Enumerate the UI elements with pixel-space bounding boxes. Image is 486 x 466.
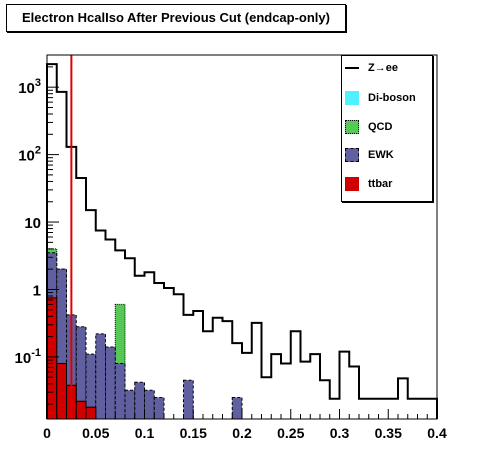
legend-label-ewk: EWK [368, 149, 394, 161]
legend-entry-ttbar: ttbar [342, 175, 432, 195]
x-tick-label: 0 [43, 425, 51, 441]
ewk-swatch [345, 148, 359, 162]
x-tick-label: 0.15 [180, 425, 207, 441]
y-tick-label: 10-1 [15, 347, 41, 367]
ttbar-bar [85, 406, 97, 420]
legend-label-zee: Z→ee [368, 62, 398, 74]
legend: Z→ee Di-boson QCD EWK ttbar [341, 55, 433, 202]
chart-title-box: Electron HcalIso After Previous Cut (end… [6, 4, 346, 32]
ewk-bar [183, 379, 194, 420]
qcd-bar [114, 303, 126, 420]
x-tick-label: 0.1 [135, 425, 155, 441]
zee-line-swatch [345, 67, 359, 69]
y-tick-label: 102 [18, 145, 41, 165]
zee-step-line [46, 63, 438, 419]
x-tick-label: 0.05 [82, 425, 109, 441]
y-tick-label: 103 [18, 77, 41, 97]
ewk-bar [144, 389, 155, 420]
diboson-swatch [345, 91, 359, 105]
qcd-swatch [345, 120, 359, 134]
legend-entry-zee: Z→ee [342, 59, 432, 79]
chart-title: Electron HcalIso After Previous Cut (end… [22, 10, 330, 25]
legend-entry-ewk: EWK [342, 146, 432, 166]
legend-label-diboson: Di-boson [368, 92, 416, 104]
y-tick-label: 1 [33, 282, 41, 299]
ewk-bar [56, 268, 67, 420]
x-tick-label: 0.25 [277, 425, 304, 441]
x-tick-label: 0.4 [427, 425, 447, 441]
ewk-bar [134, 381, 145, 420]
x-tick-label: 0.35 [375, 425, 402, 441]
legend-label-ttbar: ttbar [368, 178, 393, 190]
y-tick-label: 10 [24, 215, 41, 232]
ewk-bar [231, 397, 243, 420]
legend-entry-qcd: QCD [342, 118, 432, 138]
x-tick-label: 0.3 [330, 425, 350, 441]
ewk-bar [114, 362, 126, 420]
ttbar-bar [56, 362, 67, 420]
ewk-bar [153, 397, 165, 420]
ttbar-bar [75, 400, 87, 420]
x-tick-label: 0.2 [232, 425, 252, 441]
legend-label-qcd: QCD [368, 121, 393, 133]
ewk-bar [95, 333, 106, 420]
ewk-bar [105, 346, 116, 420]
legend-entry-diboson: Di-boson [342, 89, 432, 109]
ttbar-swatch [345, 177, 359, 191]
ewk-bar [124, 389, 136, 420]
